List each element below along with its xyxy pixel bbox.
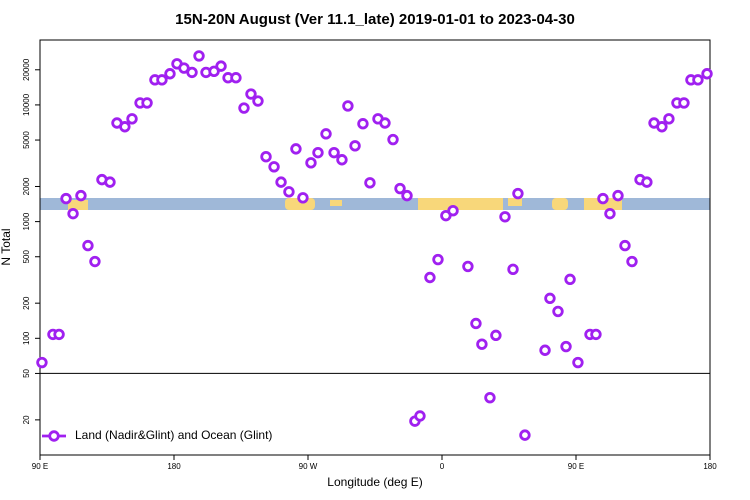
point: [252, 95, 264, 107]
point: [178, 62, 190, 74]
y-tick-label: 50: [22, 368, 31, 377]
point: [89, 255, 101, 268]
point: [572, 356, 584, 369]
point: [663, 113, 675, 125]
x-tick-label: 90 W: [299, 462, 318, 471]
y-tick-label: 20000: [22, 58, 31, 81]
point: [564, 273, 576, 286]
point: [692, 74, 704, 86]
point: [701, 68, 713, 80]
point: [490, 329, 502, 342]
y-tick-label: 20: [22, 415, 31, 424]
point: [75, 189, 87, 202]
point: [656, 121, 668, 133]
point: [641, 176, 653, 188]
point: [476, 338, 488, 350]
point: [470, 317, 482, 330]
point: [342, 100, 354, 112]
point: [328, 146, 340, 159]
point: [507, 263, 519, 276]
point: [499, 211, 511, 223]
x-axis-label: Longitude (deg E): [327, 475, 422, 489]
point: [60, 192, 72, 205]
point: [678, 97, 690, 109]
point: [512, 187, 524, 200]
point: [126, 113, 138, 125]
point: [364, 177, 376, 189]
point: [560, 340, 572, 353]
point: [597, 192, 609, 205]
point: [36, 356, 48, 369]
point: [260, 150, 272, 163]
y-tick-label: 10000: [22, 93, 31, 116]
y-tick-label: 200: [22, 296, 31, 310]
y-tick-label: 5000: [22, 131, 31, 149]
point: [82, 239, 94, 252]
x-tick-label: 90 E: [568, 462, 584, 471]
point: [394, 182, 406, 195]
point: [387, 133, 399, 146]
point: [275, 176, 287, 188]
point: [519, 429, 531, 441]
point: [379, 117, 391, 129]
legend-swatch-marker: [48, 430, 60, 442]
y-tick-label: 100: [22, 331, 31, 345]
point: [245, 88, 257, 100]
point: [612, 189, 624, 202]
point: [484, 391, 496, 404]
point: [552, 305, 564, 318]
point: [164, 68, 176, 80]
point: [53, 328, 65, 341]
point: [208, 65, 220, 78]
x-tick-label: 180: [703, 462, 717, 471]
point: [349, 140, 361, 152]
y-tick-label: 1000: [22, 212, 31, 230]
point: [320, 128, 332, 140]
point: [626, 255, 638, 268]
point: [290, 143, 302, 155]
x-tick-label: 180: [167, 462, 181, 471]
map-strip: [40, 198, 710, 210]
point: [186, 66, 198, 79]
point: [424, 271, 436, 284]
point: [544, 292, 556, 305]
point: [414, 410, 426, 422]
point: [336, 154, 348, 166]
point: [447, 205, 459, 217]
x-tick-label: 0: [440, 462, 445, 471]
chart-title: 15N-20N August (Ver 11.1_late) 2019-01-0…: [175, 11, 575, 28]
point: [104, 176, 116, 188]
legend-label: Land (Nadir&Glint) and Ocean (Glint): [75, 428, 272, 442]
point: [283, 186, 295, 198]
point: [238, 102, 250, 114]
point: [215, 60, 227, 72]
point: [268, 161, 280, 173]
point: [119, 121, 131, 133]
point: [305, 157, 317, 169]
point: [432, 253, 444, 266]
point: [193, 50, 205, 62]
point: [141, 97, 153, 109]
y-tick-label: 500: [22, 250, 31, 264]
point: [401, 189, 413, 202]
point: [462, 260, 474, 273]
point: [297, 192, 309, 204]
x-tick-label: 90 E: [32, 462, 48, 471]
y-axis-label: N Total: [0, 228, 13, 265]
point: [357, 118, 369, 130]
point: [590, 328, 602, 341]
point: [539, 344, 551, 356]
point: [156, 74, 168, 86]
point: [230, 72, 242, 84]
plot-frame: [39, 39, 711, 456]
point: [604, 207, 616, 220]
point: [619, 239, 631, 252]
point: [67, 207, 79, 220]
y-tick-label: 2000: [22, 177, 31, 195]
point: [312, 146, 324, 159]
